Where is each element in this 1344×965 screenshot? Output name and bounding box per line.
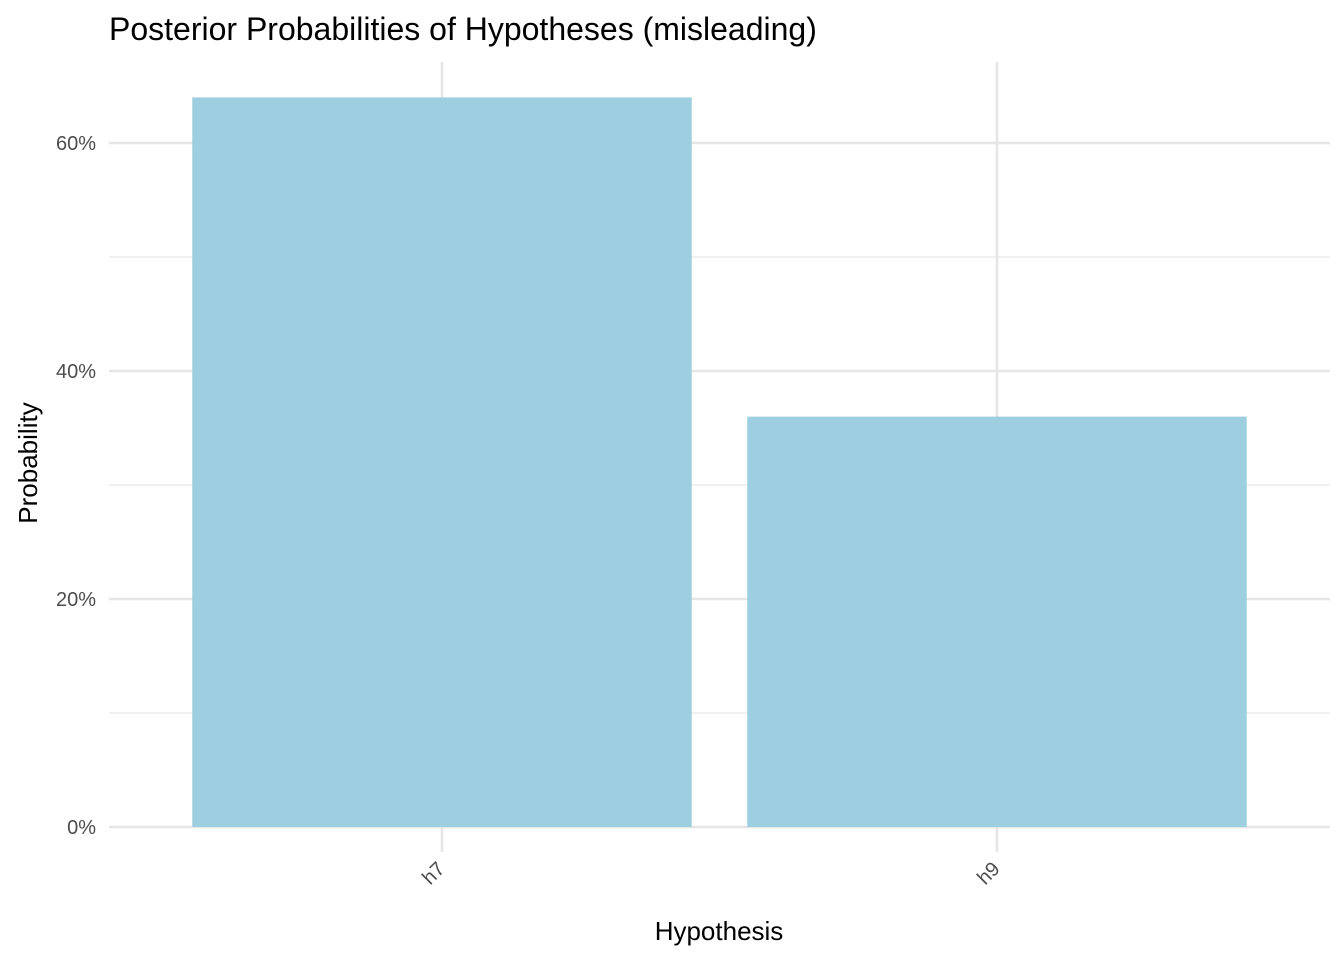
x-tick-label: h9 [973,858,1004,889]
y-tick-label: 0% [67,817,96,839]
bar-h9 [747,416,1247,827]
y-axis-title: Probability [13,402,43,523]
x-axis-ticks: h7 h9 [418,858,1004,889]
bar-h7 [192,97,692,827]
y-tick-label: 60% [56,133,96,155]
x-axis-title: Hypothesis [655,916,784,946]
bars [192,97,1247,827]
chart-title: Posterior Probabilities of Hypotheses (m… [109,11,817,47]
y-axis-ticks: 0% 20% 40% 60% [56,133,96,839]
x-tick-label: h7 [418,858,449,889]
y-tick-label: 40% [56,361,96,383]
y-tick-label: 20% [56,589,96,611]
